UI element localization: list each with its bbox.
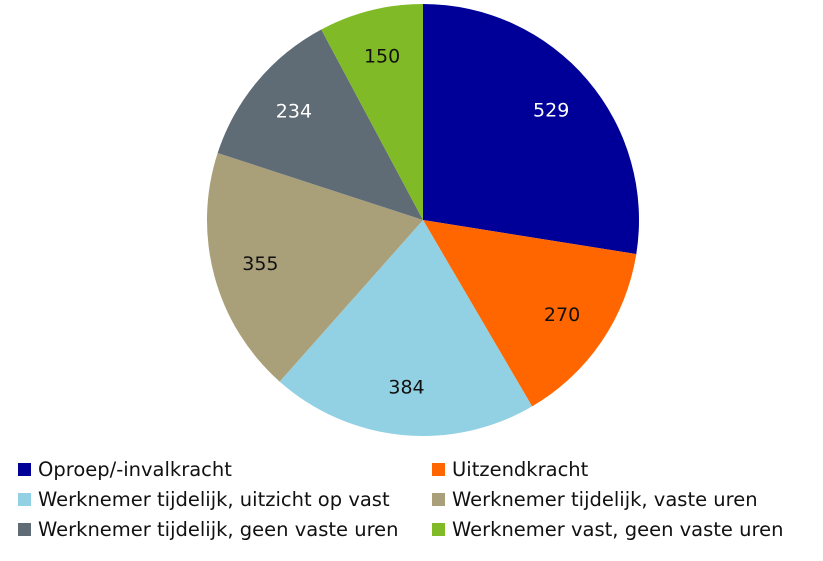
data-label-werknemer-tijdelijk-vaste-uren: 355 xyxy=(242,253,278,275)
data-label-werknemer-vast-geen-vaste-uren: 150 xyxy=(364,46,400,68)
legend-swatch xyxy=(432,462,445,476)
data-label-werknemer-tijdelijk-uitzicht-op-vast: 384 xyxy=(388,377,424,399)
legend-swatch xyxy=(18,492,31,506)
legend-swatch xyxy=(432,492,445,506)
pie-slice-oproep-invalkracht xyxy=(423,4,639,255)
pie-slice-werknemer-tijdelijk-uitzicht-op-vast xyxy=(279,220,533,437)
legend-label: Werknemer tijdelijk, vaste uren xyxy=(452,487,758,511)
legend-swatch xyxy=(432,522,445,536)
chart-legend: Oproep/-invalkracht Uitzendkracht Werkneme… xyxy=(18,454,808,544)
legend-swatch xyxy=(18,522,31,536)
data-label-werknemer-tijdelijk-geen-vaste-uren: 234 xyxy=(276,101,312,123)
legend-label: Werknemer tijdelijk, geen vaste uren xyxy=(38,517,399,541)
legend-item-werknemer-vast-geen-vaste-uren: Werknemer vast, geen vaste uren xyxy=(432,514,808,544)
pie-slice-uitzendkracht xyxy=(423,220,637,407)
legend-item-werknemer-tijdelijk-uitzicht-op-vast: Werknemer tijdelijk, uitzicht op vast xyxy=(18,484,432,514)
pie-data-labels: 529 270 384 355 234 150 xyxy=(242,46,580,399)
legend-swatch xyxy=(18,462,31,476)
legend-label: Werknemer tijdelijk, uitzicht op vast xyxy=(38,487,390,511)
legend-item-werknemer-tijdelijk-vaste-uren: Werknemer tijdelijk, vaste uren xyxy=(432,484,808,514)
pie-slice-werknemer-vast-geen-vaste-uren xyxy=(321,4,423,220)
pie-slice-werknemer-tijdelijk-geen-vaste-uren xyxy=(217,29,423,221)
legend-item-oproep-invalkracht: Oproep/-invalkracht xyxy=(18,454,432,484)
pie-slices xyxy=(207,4,639,437)
data-label-oproep-invalkracht: 529 xyxy=(533,100,569,122)
legend-item-uitzendkracht: Uitzendkracht xyxy=(432,454,808,484)
legend-label: Oproep/-invalkracht xyxy=(38,457,232,481)
data-label-uitzendkracht: 270 xyxy=(544,304,580,326)
pie-slice-werknemer-tijdelijk-vaste-uren xyxy=(207,152,423,382)
legend-label: Werknemer vast, geen vaste uren xyxy=(452,517,784,541)
legend-label: Uitzendkracht xyxy=(452,457,589,481)
legend-item-werknemer-tijdelijk-geen-vaste-uren: Werknemer tijdelijk, geen vaste uren xyxy=(18,514,432,544)
